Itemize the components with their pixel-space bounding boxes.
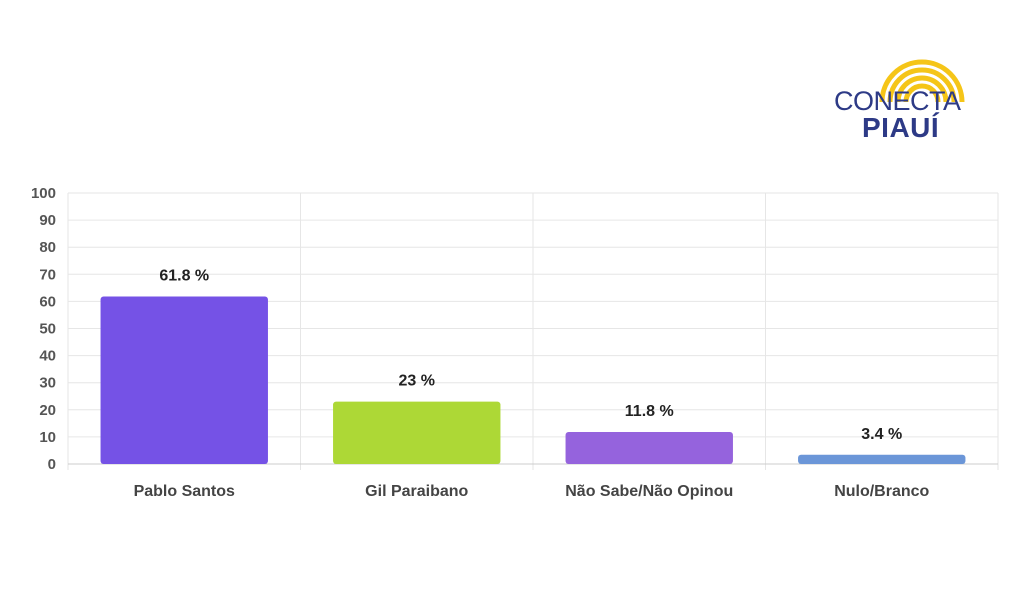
bar-data-label: 61.8 % — [159, 268, 209, 285]
y-tick-label: 60 — [39, 293, 56, 310]
sun-ray-arc — [903, 83, 941, 103]
sun-ray-arc — [879, 59, 965, 103]
y-tick-label: 100 — [31, 185, 56, 202]
bar — [100, 296, 268, 464]
y-tick-label: 90 — [39, 212, 56, 229]
bar — [565, 432, 733, 464]
sun-rays-icon — [879, 59, 965, 103]
y-tick-label: 80 — [39, 239, 56, 256]
logo-brand-text: CONECTA — [834, 86, 961, 116]
x-category-label: Não Sabe/Não Opinou — [565, 483, 733, 500]
y-tick-label: 20 — [39, 402, 56, 419]
y-tick-label: 10 — [39, 429, 56, 446]
y-tick-label: 0 — [48, 456, 56, 473]
logo-sub-text: PIAUÍ — [862, 112, 940, 143]
y-tick-label: 50 — [39, 321, 56, 338]
x-category-label: Pablo Santos — [134, 483, 235, 500]
sun-ray-arc — [895, 75, 949, 103]
y-axis: 0 10 20 30 40 50 60 70 80 90 100 — [31, 185, 56, 473]
y-tick-label: 30 — [39, 375, 56, 392]
bar — [798, 454, 966, 464]
bar — [333, 401, 501, 464]
x-axis: Pablo Santos Gil Paraibano Não Sabe/Não Op… — [134, 483, 930, 500]
bar-data-label: 11.8 % — [625, 403, 674, 420]
bar-data-label: 3.4 % — [861, 426, 902, 443]
x-category-label: Nulo/Branco — [834, 483, 929, 500]
chart-bars: 61.8 % 23 % 11.8 % 3.4 % — [100, 268, 966, 464]
x-category-label: Gil Paraibano — [365, 483, 468, 500]
bar-data-label: 23 % — [399, 373, 435, 390]
sun-ray-arc — [887, 67, 957, 103]
y-tick-label: 70 — [39, 266, 56, 283]
conecta-piaui-logo: CONECTA PIAUÍ — [826, 44, 986, 148]
y-tick-label: 40 — [39, 348, 56, 365]
